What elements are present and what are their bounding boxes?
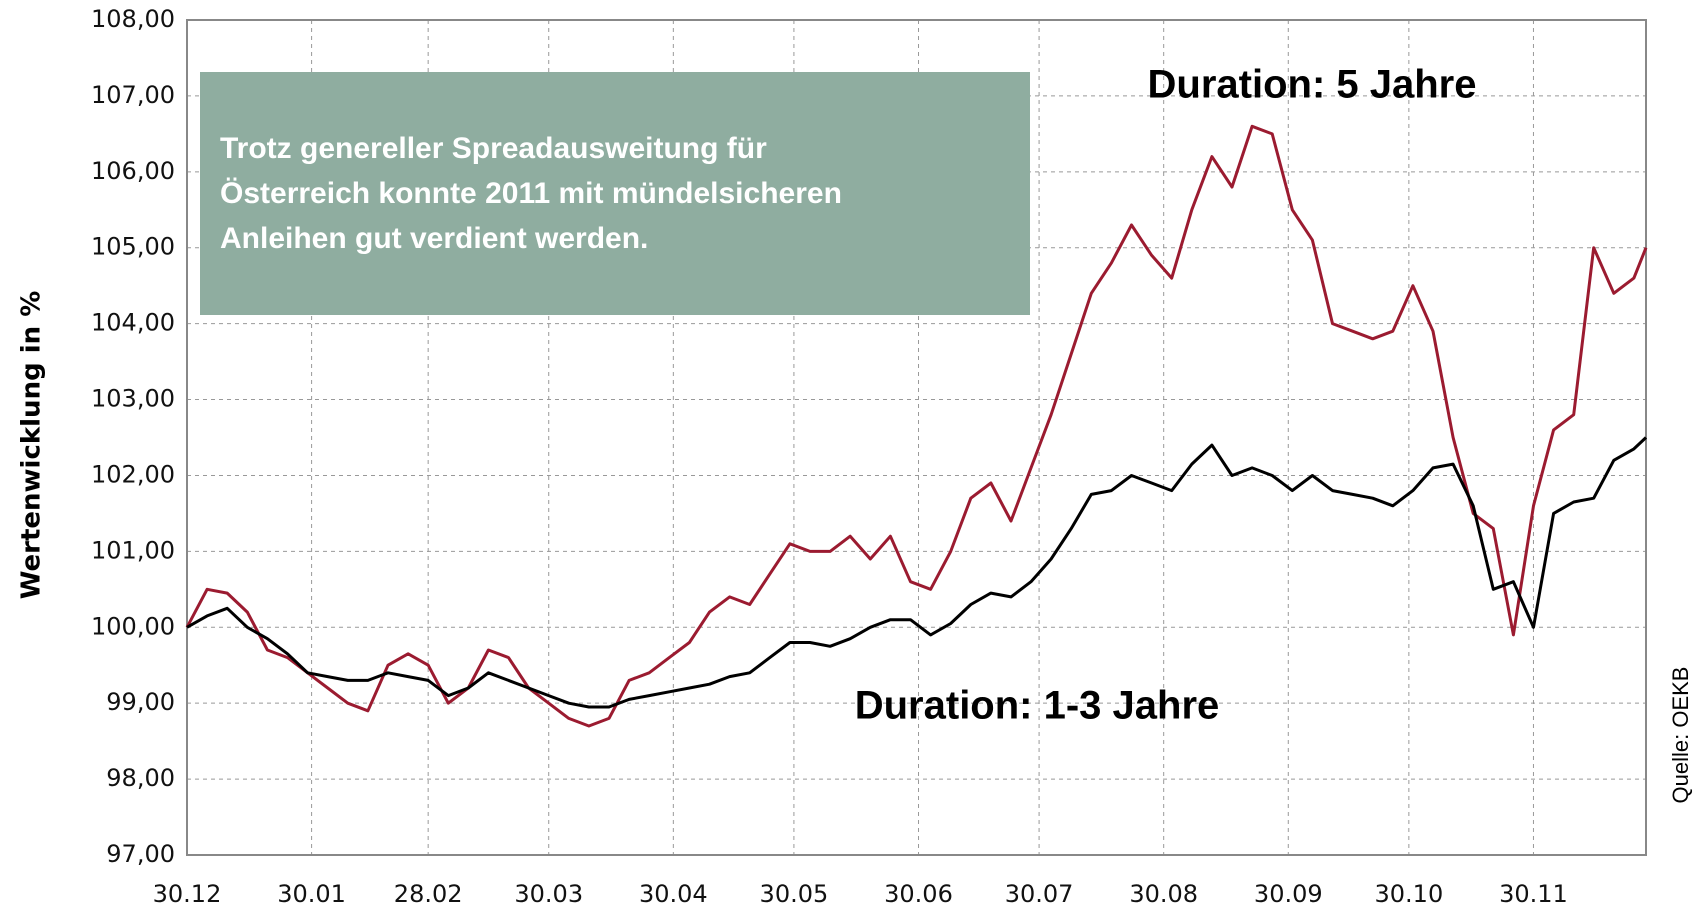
- y-tick-label: 98,00: [106, 764, 175, 792]
- annotation-text: Anleihen gut verdient werden.: [220, 222, 648, 255]
- y-axis-label: Wertenwicklung in %: [17, 291, 47, 600]
- x-tick-label: 30.12: [153, 880, 222, 908]
- y-tick-label: 105,00: [91, 233, 175, 261]
- x-tick-label: 30.11: [1499, 880, 1568, 908]
- x-tick-label: 30.04: [639, 880, 708, 908]
- y-tick-label: 107,00: [91, 81, 175, 109]
- series-label: Duration: 5 Jahre: [1148, 63, 1477, 107]
- y-tick-label: 100,00: [91, 612, 175, 640]
- x-tick-label: 30.07: [1005, 880, 1074, 908]
- series-line: [185, 124, 1648, 728]
- series-line: [186, 436, 1648, 709]
- x-tick-label: 30.05: [760, 880, 829, 908]
- annotation-text: Trotz genereller Spreadausweitung für: [220, 132, 767, 165]
- source: Quelle: OEKB: [1668, 667, 1693, 804]
- x-tick-label: 30.10: [1375, 880, 1444, 908]
- series-label: Duration: 1-3 Jahre: [855, 684, 1220, 728]
- y-tick-label: 103,00: [91, 385, 175, 413]
- y-tick-label: 97,00: [106, 840, 175, 868]
- x-tick-label: 30.03: [514, 880, 583, 908]
- annotation-box: [200, 72, 1030, 315]
- y-tick-label: 102,00: [91, 460, 175, 488]
- y-tick-label: 108,00: [91, 5, 175, 33]
- x-tick-label: 30.09: [1254, 880, 1323, 908]
- y-tick-label: 104,00: [91, 309, 175, 337]
- y-tick-label: 99,00: [106, 688, 175, 716]
- x-tick-label: 28.02: [394, 880, 463, 908]
- y-tick-label: 101,00: [91, 536, 175, 564]
- annotation-text: Österreich konnte 2011 mit mündelsichere…: [220, 177, 842, 210]
- x-tick-label: 30.06: [884, 880, 953, 908]
- y-tick-label: 106,00: [91, 157, 175, 185]
- x-tick-label: 30.08: [1129, 880, 1198, 908]
- x-tick-label: 30.01: [277, 880, 346, 908]
